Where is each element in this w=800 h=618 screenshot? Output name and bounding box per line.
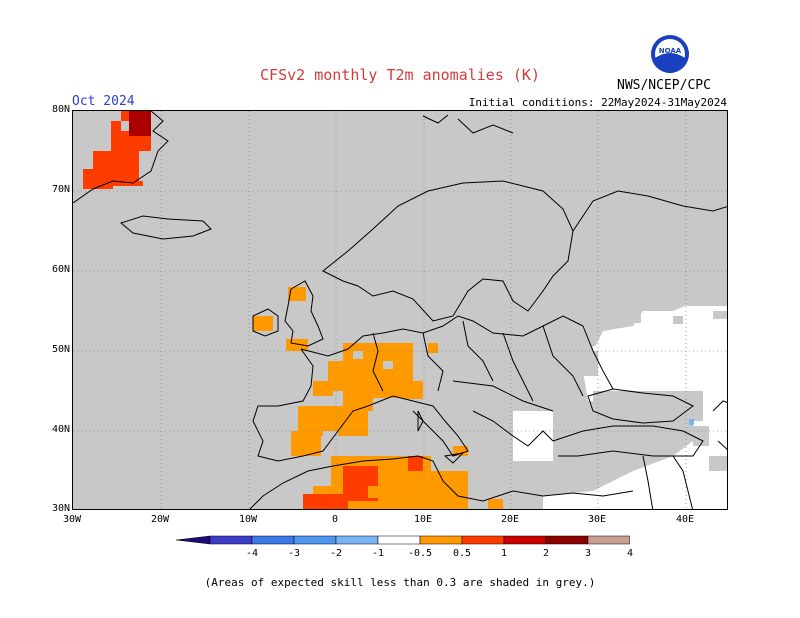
skill-footnote: (Areas of expected skill less than 0.3 a…	[204, 576, 596, 589]
forecast-month: Oct 2024	[72, 94, 135, 109]
colorbar-segment	[335, 535, 379, 545]
lon-label-20w: 20W	[150, 514, 170, 525]
initial-conditions: Initial conditions: 22May2024-31May2024	[468, 96, 727, 109]
colorbar-tick-label: -2	[329, 548, 343, 559]
organization-label: NWS/NCEP/CPC	[617, 78, 711, 93]
colorbar-tick-label: -0.5	[407, 548, 433, 559]
lat-label-30n: 30N	[51, 503, 70, 514]
lat-label-80n: 80N	[51, 104, 70, 115]
lon-label-20e: 20E	[500, 514, 520, 525]
lat-label-40n: 40N	[51, 424, 70, 435]
lat-label-60n: 60N	[51, 264, 70, 275]
lon-label-40e: 40E	[675, 514, 695, 525]
lon-label-30e: 30E	[587, 514, 607, 525]
colorbar-segment	[209, 535, 253, 545]
anomaly-cells	[83, 111, 503, 509]
colorbar-segment	[545, 535, 589, 545]
lon-label-0: 0	[331, 514, 339, 525]
colorbar-segment	[419, 535, 463, 545]
colorbar-segment	[461, 535, 505, 545]
colorbar-segment	[293, 535, 337, 545]
colorbar-tick-label: 1	[500, 548, 508, 559]
noaa-logo-icon: NOAA	[651, 35, 689, 73]
colorbar-tick-label: 4	[626, 548, 634, 559]
colorbar-segment	[377, 535, 421, 545]
cold-anomaly-cell	[689, 419, 694, 425]
graticule	[73, 111, 727, 509]
colorbar-tick-label: -1	[371, 548, 385, 559]
map-title: CFSv2 monthly T2m anomalies (K)	[260, 66, 540, 84]
lat-label-70n: 70N	[51, 184, 70, 195]
lon-label-10w: 10W	[238, 514, 258, 525]
anomaly-map	[72, 110, 728, 510]
colorbar-segment	[503, 535, 547, 545]
colorbar-tick-label: -3	[287, 548, 301, 559]
logo-text: NOAA	[659, 47, 682, 55]
colorbar-tick-label: -4	[245, 548, 259, 559]
colorbar	[175, 535, 630, 545]
lat-label-50n: 50N	[51, 344, 70, 355]
colorbar-tick-label: 2	[542, 548, 550, 559]
colorbar-segment	[587, 535, 630, 545]
colorbar-tick-label: 3	[584, 548, 592, 559]
lon-label-30w: 30W	[62, 514, 82, 525]
colorbar-segments	[175, 535, 630, 545]
colorbar-segment	[251, 535, 295, 545]
map-svg	[73, 111, 727, 509]
lon-label-10e: 10E	[413, 514, 433, 525]
colorbar-segment	[175, 535, 211, 545]
colorbar-tick-label: 0.5	[452, 548, 472, 559]
coastlines	[73, 111, 727, 509]
